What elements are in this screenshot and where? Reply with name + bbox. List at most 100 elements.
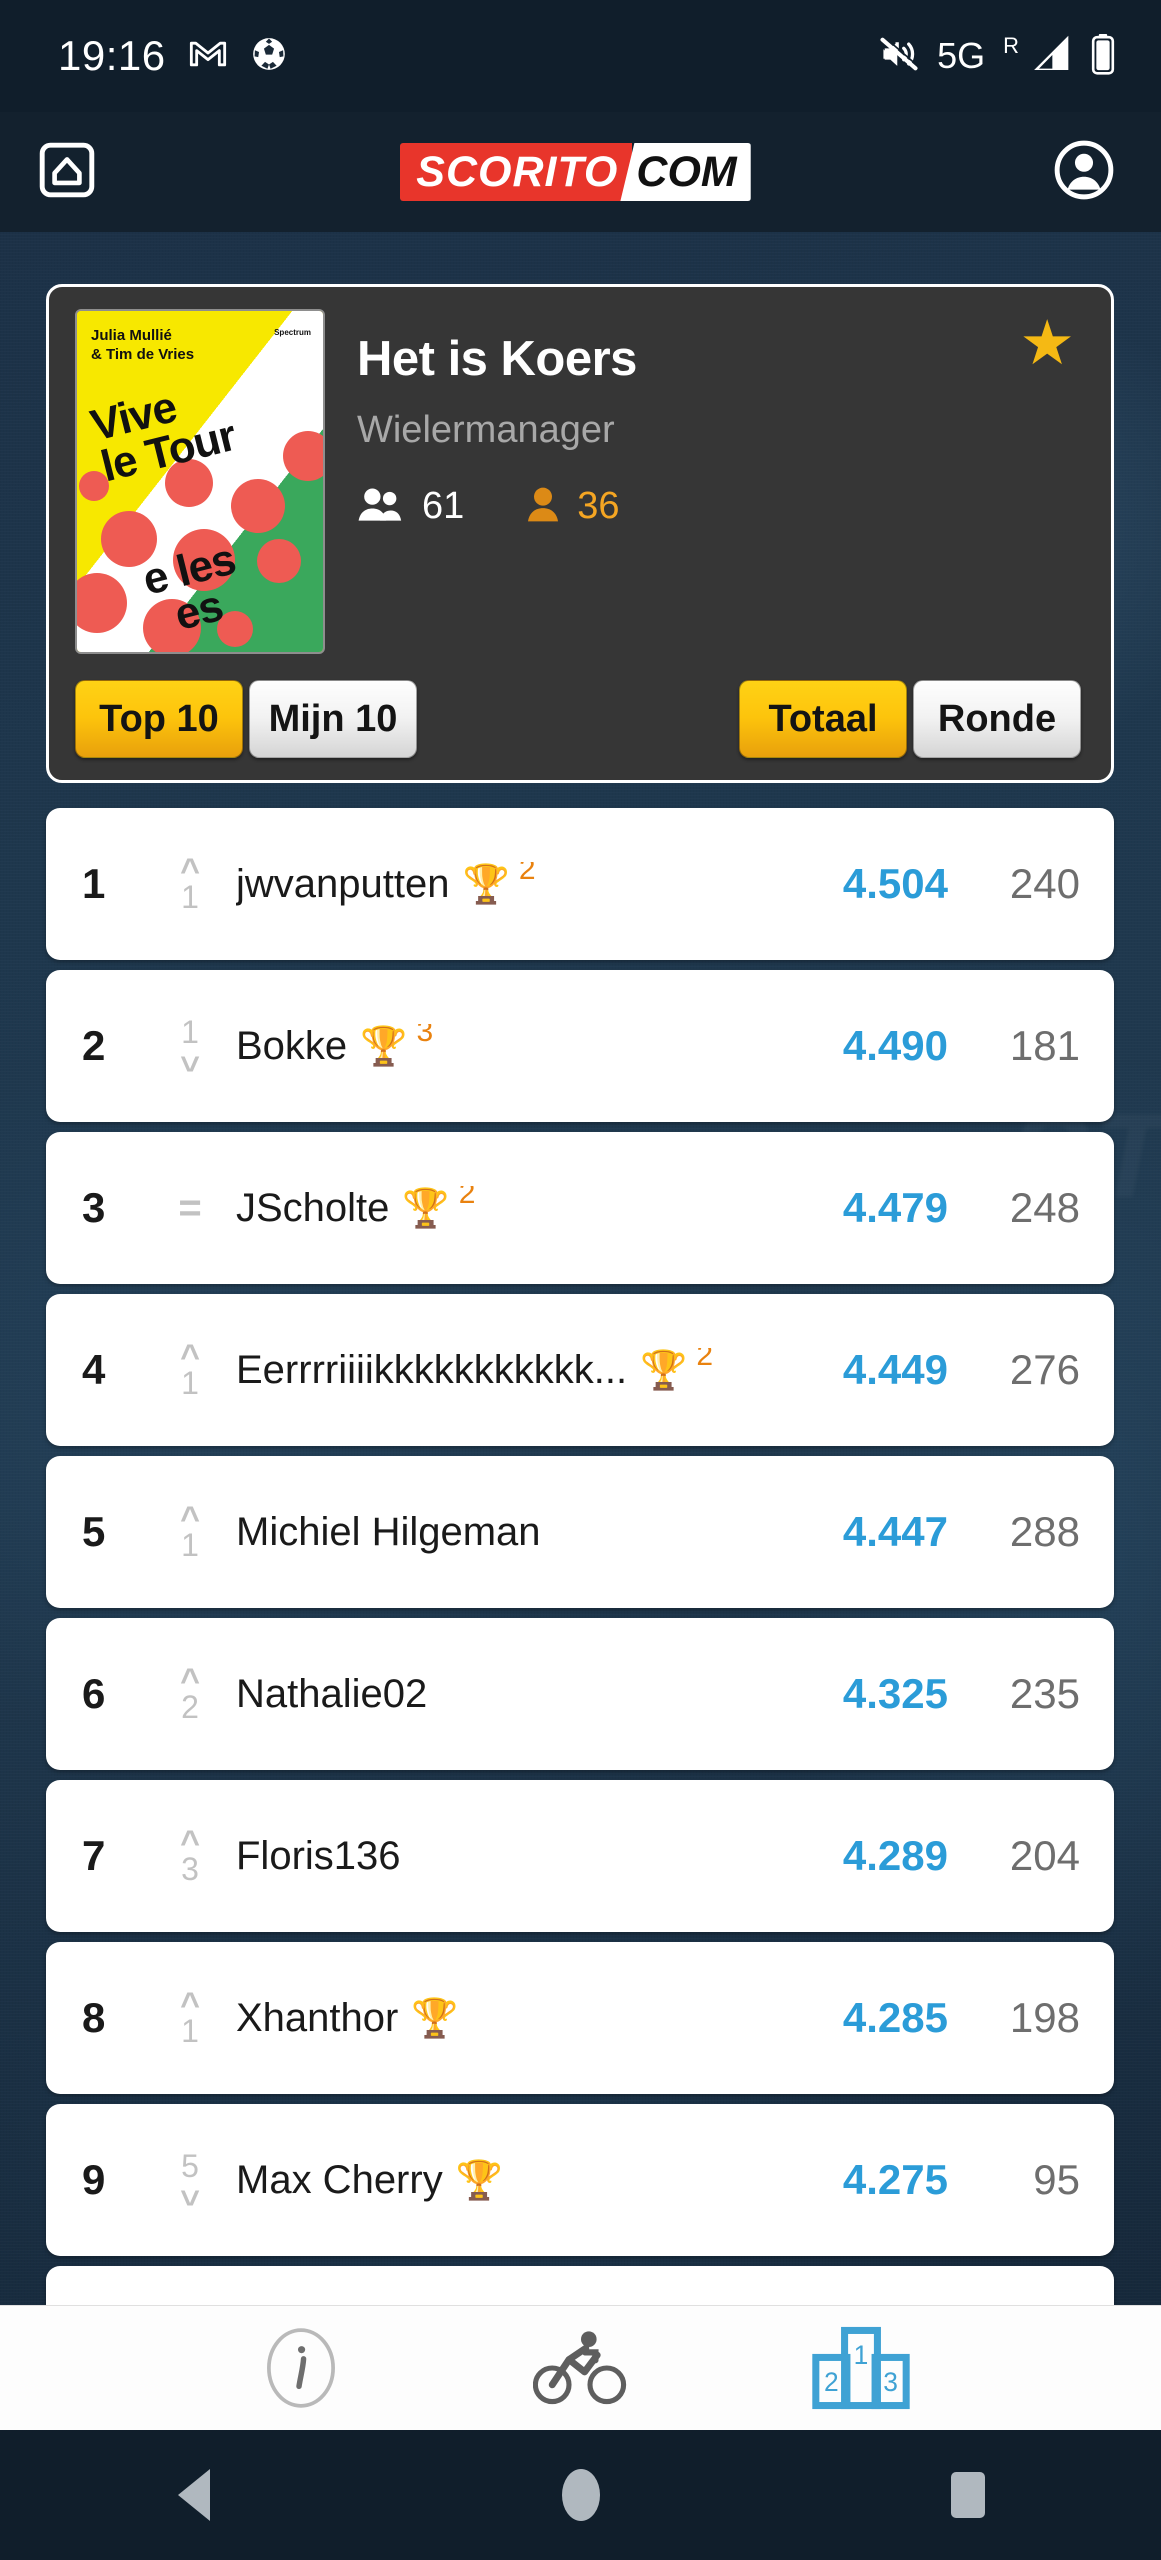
mijn10-button[interactable]: Mijn 10 <box>249 680 417 758</box>
top10-button[interactable]: Top 10 <box>75 680 243 758</box>
row-points: 248 <box>1009 1184 1080 1231</box>
rank-up-icon: ^ 1 <box>144 1985 236 2049</box>
trophy-count: 2 <box>696 1347 714 1373</box>
row-player-name-cell: JScholte 🏆 2 <box>236 1186 763 1231</box>
cover-dots <box>77 311 323 652</box>
row-points: 240 <box>1009 860 1080 907</box>
rank-up-icon: ^ 1 <box>144 1501 236 1563</box>
row-score: 4.447 <box>842 1508 948 1555</box>
trophy-count: 2 <box>458 1185 476 1211</box>
pool-card: Julia Mullié & Tim de Vries Spectrum Vive… <box>46 284 1114 783</box>
period-button-group: Totaal Ronde <box>739 680 1081 758</box>
table-row[interactable]: 9 5 ^ Max Cherry 🏆 4.275 95 <box>46 2104 1114 2256</box>
scope-button-group: Top 10 Mijn 10 <box>75 680 417 758</box>
table-row[interactable]: 7 ^ 3 Floris136 4.289 204 <box>46 1780 1114 1932</box>
row-player-name-cell: Bokke 🏆 3 <box>236 1024 763 1069</box>
row-rank: 7 <box>82 1832 106 1879</box>
cyclist-icon[interactable] <box>521 2318 641 2418</box>
back-button[interactable] <box>144 2445 244 2545</box>
app-header: SCORITO COM <box>0 112 1161 232</box>
trophy-icon: 🏆 <box>411 1998 459 2040</box>
leaderboard: 1 ^ 1 jwvanputten 🏆 2 4.504 240 2 1 ^ Bokke 🏆 3 4.490 1… <box>46 808 1114 2428</box>
row-player-name-cell: Xhanthor 🏆 <box>236 1996 763 2041</box>
table-row[interactable]: 5 ^ 1 Michiel Hilgeman 4.447 288 <box>46 1456 1114 1608</box>
rank-equal-icon: = <box>178 1186 202 1230</box>
home-icon[interactable] <box>36 139 98 206</box>
row-points: 204 <box>1009 1832 1080 1879</box>
profile-avatar-icon[interactable] <box>1053 139 1115 206</box>
pool-stats: 61 36 <box>357 484 1081 529</box>
row-player-name: JScholte <box>236 1185 390 1230</box>
chevron-up-icon: ^ <box>180 1661 200 1700</box>
row-rank: 8 <box>82 1994 106 2041</box>
table-row[interactable]: 2 1 ^ Bokke 🏆 3 4.490 181 <box>46 970 1114 1122</box>
row-player-name: Eerrrriiiikkkkkkkkkkk... <box>236 1347 628 1392</box>
row-score: 4.449 <box>842 1346 948 1393</box>
row-player-name: Xhanthor <box>236 1995 399 2040</box>
row-rank: 6 <box>82 1670 106 1717</box>
svg-text:1: 1 <box>853 2340 868 2370</box>
trophy-icon: 🏆 <box>360 1026 408 1068</box>
home-button[interactable] <box>531 2445 631 2545</box>
table-row[interactable]: 8 ^ 1 Xhanthor 🏆 4.285 198 <box>46 1942 1114 2094</box>
battery-icon <box>1089 33 1117 80</box>
table-row[interactable]: 4 ^ 1 Eerrrriiiikkkkkkkkkkk... 🏆 2 4.449 276 <box>46 1294 1114 1446</box>
cover-authors: Julia Mullié & Tim de Vries <box>91 327 195 363</box>
gmail-icon <box>188 34 228 79</box>
participants-count: 61 <box>422 485 465 527</box>
logo-com-text: COM <box>620 143 751 201</box>
row-points: 276 <box>1009 1346 1080 1393</box>
row-rank: 9 <box>82 2156 106 2203</box>
trophy-icon: 🏆 <box>402 1188 450 1230</box>
pool-title: Het is Koers <box>357 332 637 386</box>
row-rank: 4 <box>82 1346 106 1393</box>
row-score: 4.479 <box>842 1184 948 1231</box>
row-score: 4.289 <box>842 1832 948 1879</box>
rank-delta: 1 <box>181 1526 199 1563</box>
scorito-logo[interactable]: SCORITO COM <box>400 143 751 201</box>
network-type-label: 5G <box>937 35 986 76</box>
rank-down-icon: 1 ^ <box>144 1016 236 1079</box>
row-player-name-cell: Max Cherry 🏆 <box>236 2158 763 2203</box>
row-player-name-cell: Eerrrriiiikkkkkkkkkkk... 🏆 2 <box>236 1348 763 1393</box>
row-points: 198 <box>1009 1994 1080 2041</box>
rank-up-icon: ^ 1 <box>144 853 236 912</box>
rank-up-icon: ^ 2 <box>144 1661 236 1722</box>
trophy-icon: 🏆 <box>462 864 510 906</box>
rank-delta: 1 <box>181 2012 199 2049</box>
row-player-name-cell: Floris136 <box>236 1834 763 1879</box>
row-points: 95 <box>1033 2156 1080 2203</box>
status-bar-left: 19:16 <box>58 32 288 80</box>
rank-delta: 1 <box>181 1364 199 1401</box>
table-row[interactable]: 6 ^ 2 Nathalie02 4.325 235 <box>46 1618 1114 1770</box>
android-nav-bar <box>0 2430 1161 2560</box>
star-icon[interactable]: ★ <box>1019 309 1075 378</box>
chevron-up-icon: ^ <box>180 1985 200 2024</box>
status-clock: 19:16 <box>58 32 166 79</box>
row-score: 4.490 <box>842 1022 948 1069</box>
status-bar: 19:16 5G <box>0 0 1161 112</box>
trophy-count: 2 <box>518 861 536 887</box>
row-rank: 3 <box>82 1184 106 1231</box>
chevron-down-icon: ^ <box>180 2174 200 2213</box>
row-player-name: Michiel Hilgeman <box>236 1509 541 1554</box>
row-rank: 5 <box>82 1508 106 1555</box>
participants-stat: 61 <box>357 484 464 529</box>
row-score: 4.504 <box>842 860 948 907</box>
ronde-button[interactable]: Ronde <box>913 680 1081 758</box>
totaal-button[interactable]: Totaal <box>739 680 907 758</box>
roaming-indicator: R <box>1003 33 1019 58</box>
mute-icon <box>877 32 921 81</box>
table-row[interactable]: 3 = JScholte 🏆 2 4.479 248 <box>46 1132 1114 1284</box>
row-points: 181 <box>1009 1022 1080 1069</box>
recents-button[interactable] <box>918 2445 1018 2545</box>
pool-subtitle: Wielermanager <box>357 409 615 451</box>
podium-icon[interactable]: 1 2 3 <box>801 2318 921 2418</box>
row-rank: 2 <box>82 1022 106 1069</box>
table-row[interactable]: 1 ^ 1 jwvanputten 🏆 2 4.504 240 <box>46 808 1114 960</box>
trophy-icon: 🏆 <box>640 1350 688 1392</box>
info-icon[interactable] <box>241 2318 361 2418</box>
friends-count: 36 <box>577 485 620 527</box>
football-icon <box>250 35 288 78</box>
row-score: 4.275 <box>842 2156 948 2203</box>
